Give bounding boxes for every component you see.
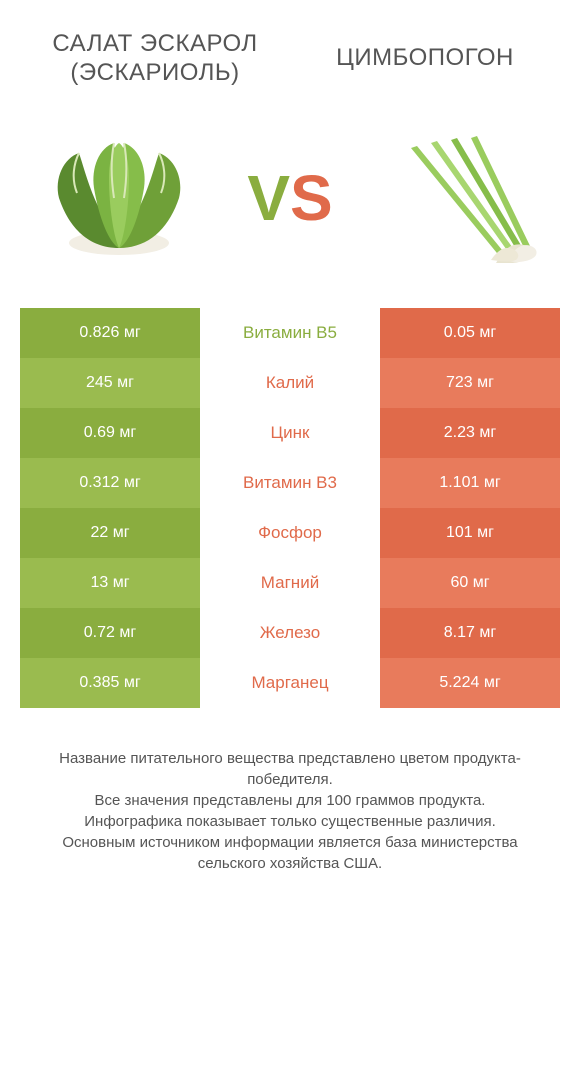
left-value: 0.826 мг — [20, 308, 200, 358]
table-row: 13 мгМагний60 мг — [20, 558, 560, 608]
nutrient-name: Цинк — [200, 408, 380, 458]
left-value: 245 мг — [20, 358, 200, 408]
table-row: 0.312 мгВитамин B31.101 мг — [20, 458, 560, 508]
right-food-title: ЦИМБОПОГОН — [290, 30, 560, 88]
left-value: 0.385 мг — [20, 658, 200, 708]
vs-v-letter: V — [247, 161, 290, 235]
footer-notes: Название питательного вещества представл… — [0, 708, 580, 894]
right-value: 2.23 мг — [380, 408, 560, 458]
vs-s-letter: S — [290, 161, 333, 235]
nutrient-name: Железо — [200, 608, 380, 658]
table-row: 0.69 мгЦинк2.23 мг — [20, 408, 560, 458]
table-row: 245 мгКалий723 мг — [20, 358, 560, 408]
table-row: 0.385 мгМарганец5.224 мг — [20, 658, 560, 708]
nutrient-name: Магний — [200, 558, 380, 608]
left-value: 0.69 мг — [20, 408, 200, 458]
lemongrass-image — [353, 118, 570, 278]
escarole-image — [10, 118, 227, 278]
right-value: 5.224 мг — [380, 658, 560, 708]
table-row: 0.72 мгЖелезо8.17 мг — [20, 608, 560, 658]
nutrient-name: Калий — [200, 358, 380, 408]
right-value: 0.05 мг — [380, 308, 560, 358]
table-row: 22 мгФосфор101 мг — [20, 508, 560, 558]
vs-label: VS — [237, 161, 342, 235]
nutrient-name: Витамин B3 — [200, 458, 380, 508]
left-value: 13 мг — [20, 558, 200, 608]
table-row: 0.826 мгВитамин B50.05 мг — [20, 308, 560, 358]
footer-line-4: Основным источником информации является … — [30, 832, 550, 874]
left-value: 22 мг — [20, 508, 200, 558]
left-value: 0.72 мг — [20, 608, 200, 658]
footer-line-1: Название питательного вещества представл… — [30, 748, 550, 790]
right-value: 60 мг — [380, 558, 560, 608]
right-value: 101 мг — [380, 508, 560, 558]
right-value: 1.101 мг — [380, 458, 560, 508]
nutrient-name: Фосфор — [200, 508, 380, 558]
right-value: 8.17 мг — [380, 608, 560, 658]
footer-line-2: Все значения представлены для 100 граммо… — [30, 790, 550, 811]
header: САЛАТ ЭСКАРОЛ (ЭСКАРИОЛЬ) ЦИМБОПОГОН — [0, 0, 580, 98]
footer-line-3: Инфографика показывает только существенн… — [30, 811, 550, 832]
vs-row: VS — [0, 98, 580, 308]
left-value: 0.312 мг — [20, 458, 200, 508]
left-food-title: САЛАТ ЭСКАРОЛ (ЭСКАРИОЛЬ) — [20, 30, 290, 88]
nutrient-name: Марганец — [200, 658, 380, 708]
nutrient-table: 0.826 мгВитамин B50.05 мг245 мгКалий723 … — [20, 308, 560, 708]
nutrient-name: Витамин B5 — [200, 308, 380, 358]
right-value: 723 мг — [380, 358, 560, 408]
